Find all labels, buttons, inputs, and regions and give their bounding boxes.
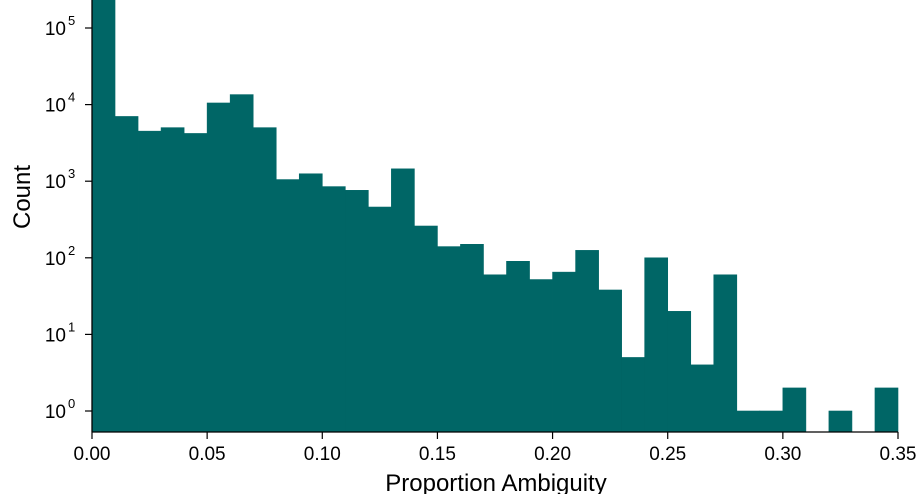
y-tick-label: 10 (45, 249, 66, 270)
histogram-bar (598, 289, 622, 433)
x-tick-label: 0.00 (74, 444, 111, 465)
histogram-bar (460, 244, 484, 433)
x-tick-label: 0.35 (880, 444, 917, 465)
x-tick-label: 0.25 (649, 444, 686, 465)
y-tick-exponent: 4 (68, 90, 75, 105)
histogram-bar (713, 274, 738, 433)
histogram-bar (229, 94, 254, 433)
y-tick-label: 10 (45, 96, 66, 117)
histogram-bar (391, 168, 415, 433)
histogram-bar (298, 173, 323, 433)
histogram-bar (828, 410, 853, 433)
histogram-bar (782, 387, 807, 433)
histogram-bar (552, 271, 576, 433)
histogram-bar (275, 179, 300, 433)
histogram-bar (368, 206, 392, 433)
y-tick-label: 10 (45, 19, 66, 40)
axes-group (91, 0, 898, 433)
histogram-bar (321, 186, 346, 433)
y-axis-title: Count (9, 165, 36, 229)
histogram-bar (667, 311, 692, 433)
histogram-bar (345, 190, 369, 433)
histogram-bar (483, 274, 507, 433)
y-tick-exponent: 5 (68, 13, 75, 28)
x-tick-label: 0.05 (189, 444, 226, 465)
histogram-bar (736, 410, 761, 433)
bars-group (91, 0, 899, 433)
y-tick-exponent: 3 (68, 166, 75, 181)
histogram-bar (644, 257, 669, 433)
x-tick-label: 0.15 (419, 444, 456, 465)
histogram-bar (529, 279, 553, 433)
x-ticks-group: 0.00 0.05 0.10 0.15 0.20 0.25 0.30 0.35 (74, 432, 917, 465)
y-tick-label: 10 (45, 402, 66, 423)
histogram-bar (621, 357, 645, 433)
histogram-bar (690, 364, 715, 433)
x-tick-label: 0.20 (534, 444, 571, 465)
histogram-bar (183, 133, 208, 433)
histogram-bar (414, 225, 438, 433)
histogram-bar (759, 410, 784, 433)
x-tick-label: 0.30 (764, 444, 801, 465)
histogram-bar (874, 387, 899, 433)
y-tick-label: 10 (45, 325, 66, 346)
histogram-bar (160, 127, 185, 433)
x-tick-label: 0.10 (304, 444, 341, 465)
histogram-bar (437, 246, 461, 433)
y-tick-exponent: 0 (68, 396, 75, 411)
x-axis-title: Proportion Ambiguity (385, 470, 606, 494)
y-tick-label: 10 (45, 172, 66, 193)
histogram-bar (506, 261, 530, 433)
histogram-bar (137, 130, 162, 433)
y-tick-exponent: 1 (68, 319, 75, 334)
histogram-bar (206, 102, 231, 433)
histogram-bar (575, 250, 599, 433)
histogram-bar (91, 0, 116, 433)
histogram-bar (252, 127, 277, 433)
y-tick-exponent: 2 (68, 243, 75, 258)
histogram-bar (114, 116, 139, 433)
